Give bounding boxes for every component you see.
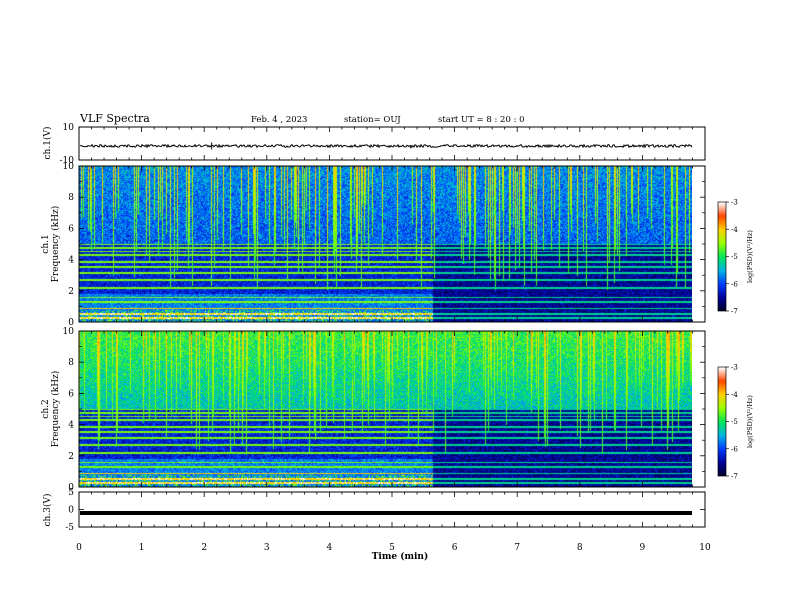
x-tick-label: 7 <box>514 543 520 553</box>
colorbar-tick-label: -7 <box>731 473 738 481</box>
ch2-spectrogram-tick-label: 8 <box>68 358 74 368</box>
date-label: Feb. 4 , 2023 <box>251 115 308 125</box>
x-axis-label: Time (min) <box>372 551 429 562</box>
x-tick-label: 4 <box>327 543 333 553</box>
x-tick-label: 3 <box>264 543 270 553</box>
ch1-waveform-ylabel: ch.1(V) <box>42 127 53 160</box>
ch1-waveform-line <box>79 143 693 149</box>
colorbar-tick-label: -5 <box>731 418 738 426</box>
colorbar-tick-label: -7 <box>731 308 738 316</box>
colorbar-tick-label: -5 <box>731 253 738 261</box>
ch3-waveform-tick-label: 0 <box>68 506 74 516</box>
ch1-waveform-tick-label: -10 <box>60 156 75 166</box>
colorbar-ch2 <box>718 367 726 476</box>
colorbar-tick-label: -4 <box>731 226 738 234</box>
x-tick-label: 0 <box>76 543 82 553</box>
ch1-waveform-tick-label: 10 <box>63 123 75 133</box>
spectrogram-image-ch1 <box>79 166 692 322</box>
x-tick-label: 6 <box>452 543 458 553</box>
ch2-spectrogram-ylabel-ch: ch.2 <box>41 399 51 418</box>
colorbar-ch1 <box>718 202 726 311</box>
ch2-spectrogram-ylabel: Frequency (kHz) <box>50 371 61 448</box>
x-tick-label: 2 <box>201 543 207 553</box>
colorbar-tick-label: -3 <box>731 199 738 207</box>
x-tick-label: 1 <box>139 543 145 553</box>
ch1-spectrogram-tick-label: 10 <box>63 162 75 172</box>
x-tick-label: 9 <box>640 543 646 553</box>
start-ut-label: start UT = 8 : 20 : 0 <box>438 115 525 125</box>
colorbar-tick-label: -6 <box>731 280 738 288</box>
ch2-spectrogram-tick-label: 2 <box>68 452 74 462</box>
colorbar-label: log(PSD)(V²/Hz) <box>746 395 754 448</box>
ch1-spectrogram-ylabel: Frequency (kHz) <box>50 206 61 283</box>
ch1-spectrogram-ylabel-ch: ch.1 <box>41 234 51 253</box>
ch1-spectrogram-tick-label: 0 <box>68 318 74 328</box>
spectrogram-image-ch2 <box>79 331 692 487</box>
figure-title: VLF Spectra <box>80 112 150 125</box>
colorbar-tick-label: -3 <box>731 364 738 372</box>
colorbar-label: log(PSD)(V²/Hz) <box>746 230 754 283</box>
ch1-spectrogram-tick-label: 2 <box>68 287 74 297</box>
ch3-waveform-tick-label: -5 <box>65 523 74 533</box>
ch2-spectrogram-tick-label: 4 <box>68 421 74 431</box>
ch1-spectrogram-tick-label: 6 <box>68 224 74 234</box>
ch2-spectrogram-tick-label: 0 <box>68 483 74 493</box>
colorbar-tick-label: -4 <box>731 391 738 399</box>
ch3-waveform-frame <box>78 491 706 528</box>
ch3-waveform-tick-label: 5 <box>68 488 74 498</box>
station-label: station= OUJ <box>344 115 401 125</box>
x-tick-label: 5 <box>389 543 395 553</box>
ch2-spectrogram-tick-label: 6 <box>68 389 74 399</box>
ch3-waveform-ylabel: ch.3(V) <box>42 494 53 527</box>
colorbar-tick-label: -6 <box>731 445 738 453</box>
x-tick-label: 10 <box>699 543 711 553</box>
ch1-spectrogram-tick-label: 8 <box>68 193 74 203</box>
ch2-spectrogram-tick-label: 10 <box>63 327 75 337</box>
x-tick-label: 8 <box>577 543 583 553</box>
ch1-spectrogram-tick-label: 4 <box>68 256 74 266</box>
